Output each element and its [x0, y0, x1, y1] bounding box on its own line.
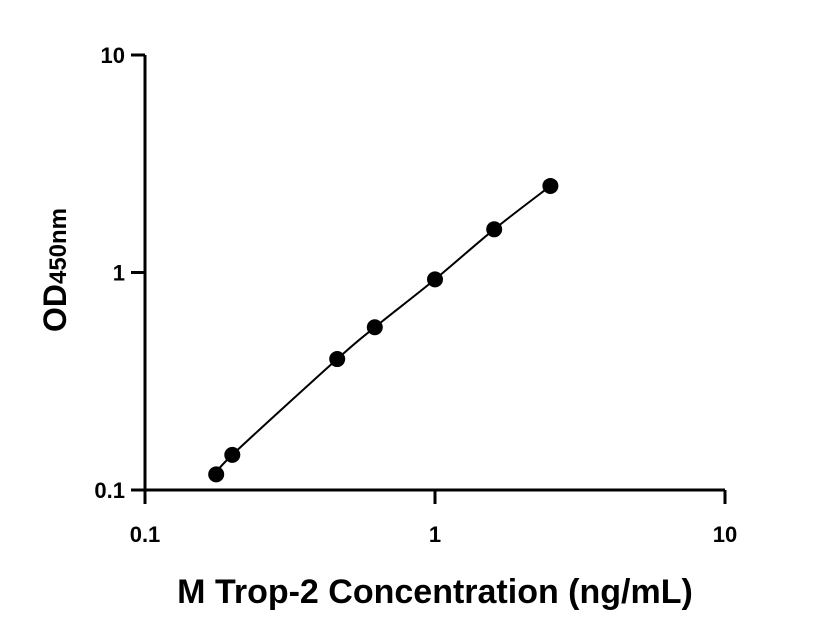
data-point — [542, 177, 559, 194]
data-point — [366, 319, 383, 336]
y-axis-title-subscript: 450nm — [45, 208, 72, 284]
ticks: 0.1 1 10 0.1 1 10 — [94, 43, 737, 547]
x-tick-label: 1 — [429, 522, 441, 547]
data-point — [486, 221, 503, 238]
y-axis-title-main: OD — [37, 284, 73, 332]
x-tick-label: 0.1 — [130, 522, 161, 547]
y-tick-label: 10 — [101, 43, 125, 68]
data-point — [329, 351, 346, 368]
data-points — [208, 177, 559, 483]
y-tick-label: 0.1 — [94, 478, 125, 503]
data-point — [224, 446, 241, 463]
y-tick-label: 1 — [113, 261, 125, 286]
y-axis-title: OD450nm — [37, 208, 73, 332]
data-point — [208, 466, 225, 483]
data-point — [427, 271, 443, 288]
x-tick-label: 10 — [713, 522, 737, 547]
x-axis-title: M Trop-2 Concentration (ng/mL) — [177, 573, 693, 611]
